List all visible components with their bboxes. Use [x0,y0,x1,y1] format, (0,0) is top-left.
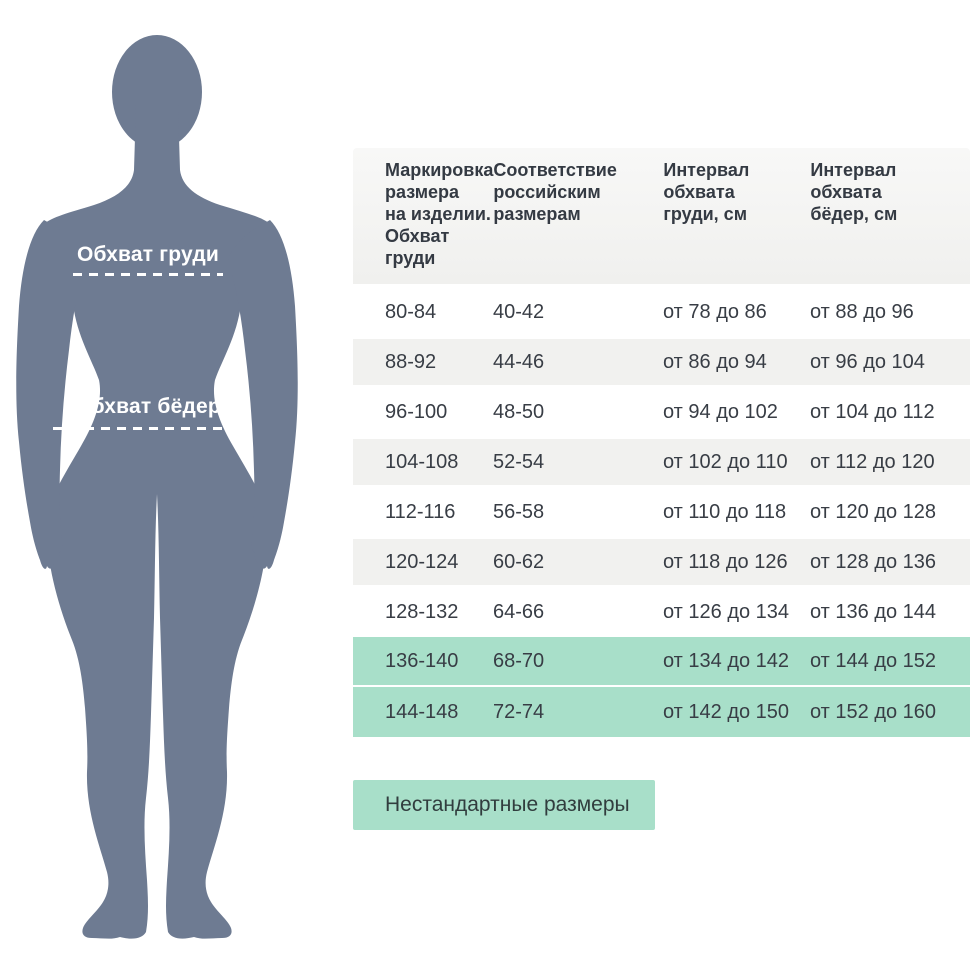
table-row-highlighted: 144-148 72-74 от 142 до 150 от 152 до 16… [353,687,970,737]
table-cell: от 136 до 144 [810,600,937,623]
table-cell: 64-66 [493,600,545,623]
table-cell: от 96 до 104 [810,350,925,373]
legend-label: Нестандартные размеры [385,793,630,816]
table-cell: от 102 до 110 [663,450,788,473]
table-cell: от 86 до 94 [663,350,767,373]
female-body-silhouette-illustration [16,35,298,939]
table-cell: 52-54 [493,450,545,473]
column-header-chest-interval: Интервал обхвата груди, см [663,160,750,224]
table-row: 128-132 64-66 от 126 до 134 от 136 до 14… [353,587,970,637]
hips-measure-label: Обхват бёдер [75,395,221,418]
table-cell: от 144 до 152 [810,649,937,672]
table-cell: от 112 до 120 [810,450,935,473]
column-header-hips-interval: Интервал обхвата бёдер, см [810,160,898,224]
silhouette-left-arm [16,220,86,569]
size-table-header: Маркировка размера на изделии. Обхват гр… [353,148,970,284]
table-cell: от 142 до 150 [663,700,790,723]
table-cell: 96-100 [385,400,448,423]
table-cell: 72-74 [493,700,545,723]
table-row-highlighted: 136-140 68-70 от 134 до 142 от 144 до 15… [353,637,970,687]
size-table: Маркировка размера на изделии. Обхват гр… [353,148,970,737]
table-cell: 60-62 [493,550,545,573]
table-cell: 128-132 [385,600,459,623]
table-cell: 136-140 [385,649,459,672]
silhouette-right-arm [228,220,298,569]
column-header-russian-size: Соответствие российским размерам [493,160,617,224]
table-cell: от 152 до 160 [810,700,937,723]
table-cell: 80-84 [385,300,437,323]
table-cell: от 118 до 126 [663,550,788,573]
table-cell: от 110 до 118 [663,500,787,523]
table-cell: от 126 до 134 [663,600,790,623]
table-cell: 120-124 [385,550,459,573]
table-cell: от 88 до 96 [810,300,914,323]
table-row: 88-92 44-46 от 86 до 94 от 96 до 104 [353,337,970,387]
table-cell: 48-50 [493,400,545,423]
table-cell: от 78 до 86 [663,300,767,323]
chest-measure-label: Обхват груди [77,243,219,266]
legend-nonstandard-sizes: Нестандартные размеры [353,780,655,830]
table-cell: 40-42 [493,300,545,323]
chest-dash-line [73,273,223,276]
silhouette-torso-legs [44,105,270,939]
table-cell: от 120 до 128 [810,500,937,523]
hips-dash-line [53,427,243,430]
table-row: 120-124 60-62 от 118 до 126 от 128 до 13… [353,537,970,587]
table-cell: 68-70 [493,649,545,672]
table-cell: от 104 до 112 [810,400,935,423]
table-row: 112-116 56-58 от 110 до 118 от 120 до 12… [353,487,970,537]
silhouette-head [112,35,202,149]
table-cell: 88-92 [385,350,437,373]
table-row: 80-84 40-42 от 78 до 86 от 88 до 96 [353,287,970,337]
table-cell: от 94 до 102 [663,400,778,423]
table-cell: от 128 до 136 [810,550,937,573]
column-header-marking: Маркировка размера на изделии. Обхват гр… [385,160,494,268]
table-cell: 56-58 [493,500,545,523]
table-cell: 104-108 [385,450,459,473]
table-cell: 44-46 [493,350,545,373]
table-cell: от 134 до 142 [663,649,790,672]
table-cell: 144-148 [385,700,459,723]
table-row: 96-100 48-50 от 94 до 102 от 104 до 112 [353,387,970,437]
table-row: 104-108 52-54 от 102 до 110 от 112 до 12… [353,437,970,487]
table-cell: 112-116 [385,500,456,523]
